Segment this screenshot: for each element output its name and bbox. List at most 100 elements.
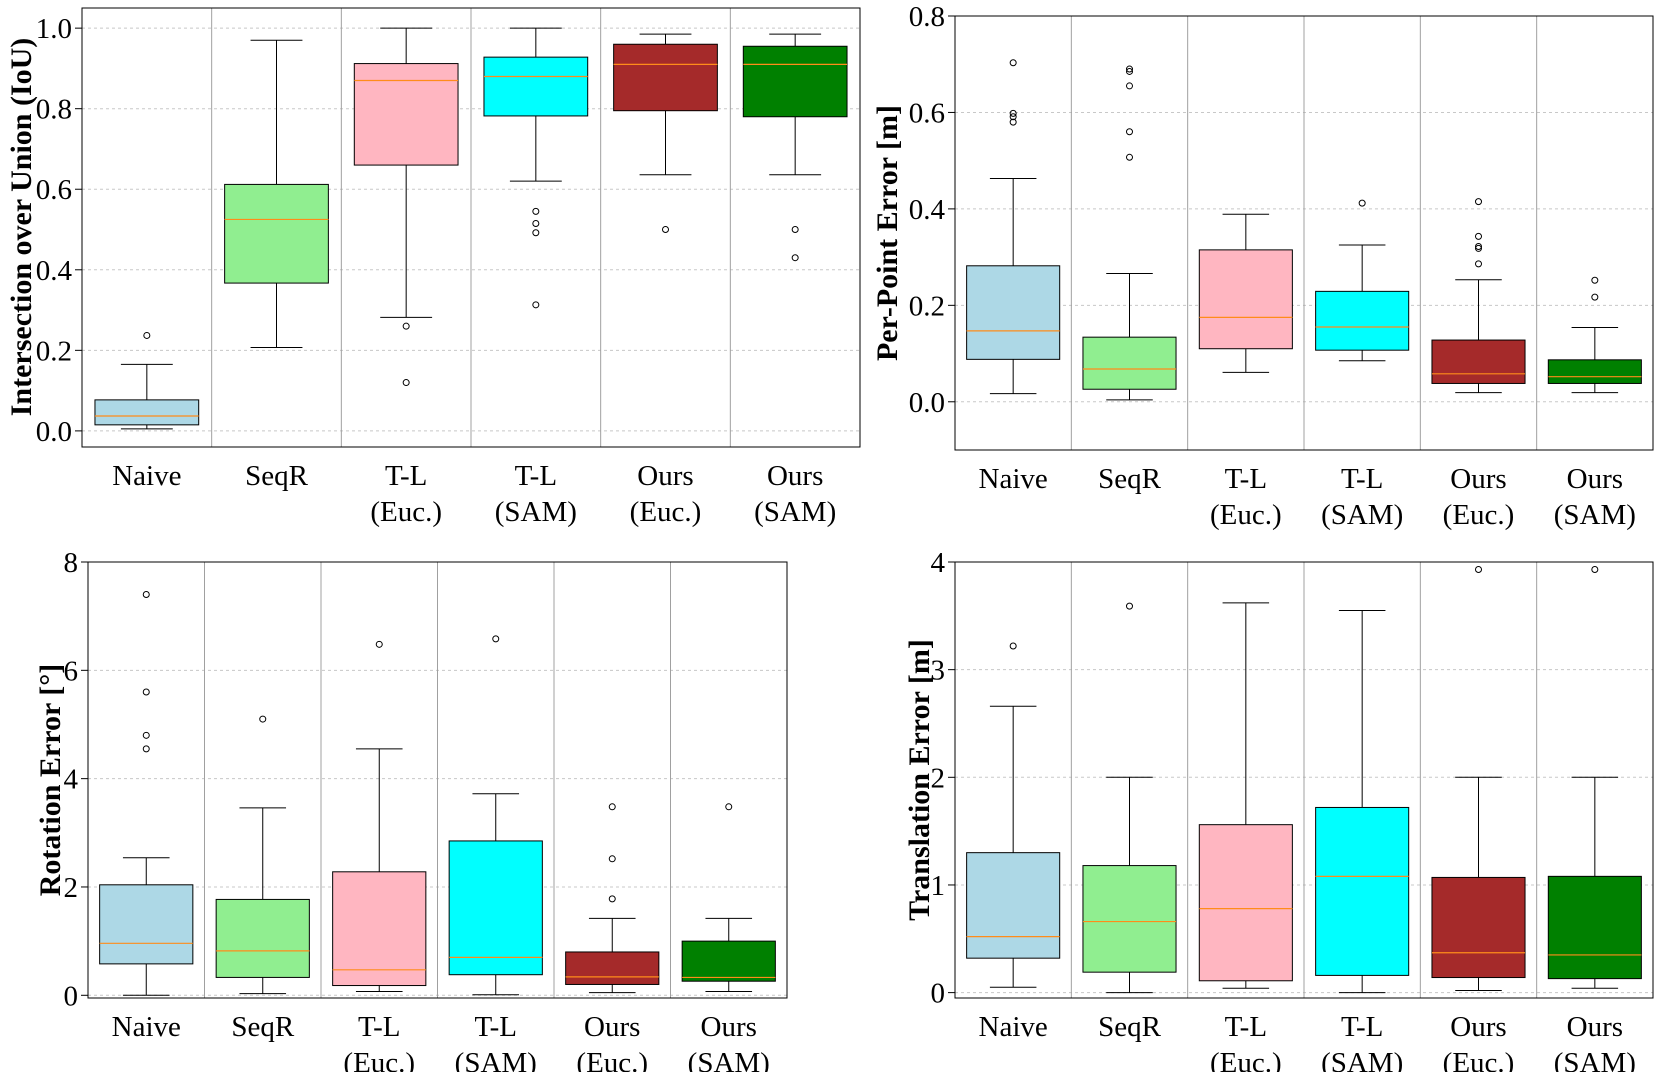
iqr-box: [613, 43, 718, 112]
x-tick-label: Naive: [979, 463, 1048, 495]
x-tick-label: Ours: [584, 1011, 640, 1043]
outlier-point: [1126, 67, 1133, 75]
x-tick-label: T-L: [1341, 463, 1383, 495]
iqr-box: [966, 852, 1061, 959]
outlier-point: [1591, 293, 1599, 301]
x-tick-label: Ours: [767, 460, 823, 492]
iqr-box: [1431, 339, 1526, 384]
x-tick-label: Naive: [979, 1011, 1048, 1043]
outlier-point: [1126, 153, 1133, 161]
box-t-l-sam: [483, 27, 589, 309]
y-tick-label: 0.6: [36, 174, 72, 206]
outlier-point: [532, 207, 540, 215]
outlier-point: [1475, 244, 1482, 252]
y-tick-label: 0.0: [909, 387, 945, 419]
iqr-box: [1082, 865, 1177, 973]
outlier-point: [1475, 566, 1482, 574]
x-tick-label: Naive: [112, 1011, 181, 1043]
y-tick-label: 4: [64, 764, 79, 796]
outlier-point: [532, 301, 540, 309]
x-tick-label-line2: (Euc.): [630, 496, 702, 528]
x-tick-label: Ours: [1450, 463, 1506, 495]
y-axis-label: Translation Error [m]: [903, 639, 936, 921]
x-tick-label: Ours: [1567, 1011, 1623, 1043]
x-tick-label: Ours: [1567, 463, 1623, 495]
x-tick-label: T-L: [385, 460, 427, 492]
y-tick-label: 6: [64, 655, 79, 687]
outlier-point: [532, 229, 540, 237]
outlier-point: [1009, 109, 1017, 117]
y-tick-label: 0: [64, 980, 79, 1012]
box-t-l-euc: [1198, 213, 1293, 373]
translation-error-box-plot: 0 1 2 3 4 Naive SeqR T-L (Euc.) T-L (SAM) Ours (Euc.…: [903, 547, 1654, 1072]
iqr-box: [1198, 824, 1293, 982]
x-tick-label: T-L: [1225, 1011, 1267, 1043]
x-tick-label: SeqR: [245, 460, 309, 492]
outlier-point: [1475, 243, 1482, 251]
x-tick-label-line2: (SAM): [688, 1047, 770, 1072]
x-tick-label-line2: (Euc.): [1210, 1047, 1282, 1072]
iqr-box: [353, 63, 459, 166]
x-tick-label: T-L: [358, 1011, 400, 1043]
box-ours-euc: [613, 33, 718, 234]
y-axis-label: Rotation Error [°]: [34, 664, 67, 897]
box-t-l-sam: [1315, 199, 1410, 362]
outlier-point: [608, 895, 616, 903]
y-tick-label: 0.8: [36, 94, 72, 126]
box-naive: [966, 642, 1061, 988]
x-tick-label: Naive: [112, 460, 181, 492]
box-naive: [966, 59, 1061, 395]
outlier-point: [1126, 602, 1133, 610]
box-naive: [94, 331, 200, 430]
outlier-point: [1126, 128, 1133, 136]
iqr-box: [224, 183, 329, 284]
y-tick-label: 0.0: [36, 416, 72, 448]
outlier-point: [1009, 642, 1017, 650]
y-tick-label: 8: [64, 547, 79, 579]
outlier-point: [142, 590, 150, 598]
x-tick-label: Ours: [701, 1011, 757, 1043]
outlier-point: [608, 803, 616, 811]
y-tick-label: 2: [64, 872, 79, 904]
box-naive: [99, 590, 194, 996]
iqr-box: [1315, 806, 1410, 976]
outlier-point: [662, 226, 669, 234]
outlier-point: [1475, 232, 1482, 240]
outlier-point: [492, 635, 500, 643]
outlier-point: [608, 855, 616, 863]
plot-frame: [81, 7, 861, 448]
y-tick-label: 0.4: [909, 194, 946, 226]
x-tick-label: T-L: [515, 460, 557, 492]
outlier-point: [1126, 82, 1133, 90]
plot-frame: [954, 15, 1654, 451]
x-tick-label: T-L: [475, 1011, 517, 1043]
box-t-l-sam: [1315, 609, 1410, 994]
outlier-point: [1475, 260, 1482, 268]
box-t-l-euc: [332, 640, 427, 993]
iqr-box: [681, 940, 776, 982]
x-tick-label-line2: (Euc.): [1210, 499, 1282, 531]
outlier-point: [1126, 65, 1133, 73]
box-t-l-euc: [353, 27, 459, 387]
y-axis-label: Intersection over Union (IoU): [5, 38, 38, 417]
x-tick-label-line2: (SAM): [1554, 1047, 1636, 1072]
iqr-box: [1315, 290, 1410, 351]
x-tick-label-line2: (Euc.): [1443, 499, 1515, 531]
box-ours-sam: [742, 33, 848, 262]
iqr-box: [215, 898, 310, 978]
x-tick-label: SeqR: [1098, 1011, 1162, 1043]
box-seqr: [1082, 602, 1177, 994]
y-axis-label: Per-Point Error [m]: [871, 105, 904, 361]
y-tick-label: 0.8: [909, 1, 945, 33]
outlier-point: [1591, 566, 1599, 574]
x-tick-label-line2: (SAM): [754, 496, 836, 528]
plot-frame: [87, 561, 788, 999]
iqr-box: [565, 951, 660, 985]
y-tick-label: 0.2: [36, 335, 72, 367]
outlier-point: [1591, 276, 1599, 284]
box-ours-sam: [1547, 566, 1642, 989]
outlier-point: [142, 731, 150, 739]
outlier-point: [143, 331, 151, 339]
iqr-box: [1431, 876, 1526, 979]
